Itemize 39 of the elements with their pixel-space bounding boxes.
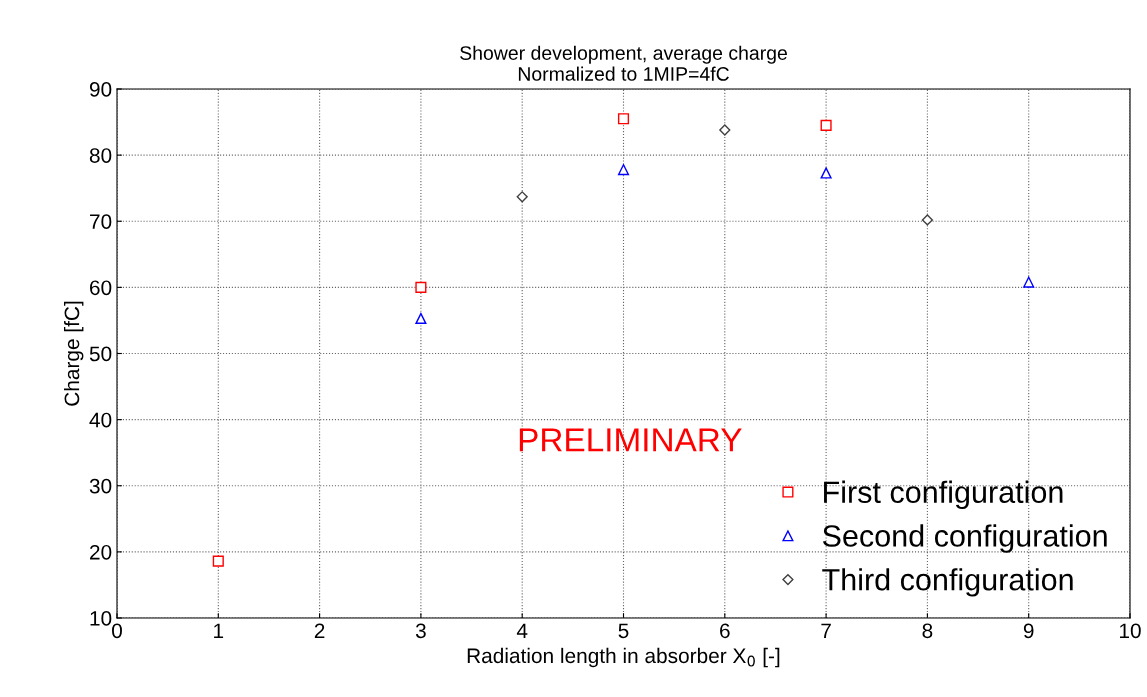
point [617,113,630,125]
point [617,164,630,176]
point [1023,276,1035,288]
y-tick-label: 10 [90,611,112,626]
point [415,312,427,325]
annotation: PRELIMINARY [519,428,742,452]
x-axis-title: Radiation length in absorber X$_{0}$ [-] [467,647,780,668]
x-tick-label: 4 [516,623,528,638]
y-tick-label: 90 [89,82,112,97]
legend-label: Second configuration [822,524,1107,553]
point [415,281,427,293]
x-tick-label: 1 [214,623,224,638]
point [921,214,934,226]
y-tick-label: 20 [90,544,112,560]
y-axis-title: Charge [fC] [63,301,84,406]
x-tick-label: 0 [112,623,122,639]
y-tick-label: 60 [90,280,112,296]
x-tick-label: 9 [1023,623,1034,639]
x-tick-label: 7 [821,623,831,638]
x-tick-label: 6 [720,623,730,639]
y-tick-label: 50 [89,346,112,362]
x-tick-label: 2 [314,623,325,638]
x-tick-label: 8 [922,623,933,639]
point [516,191,528,203]
x-tick-label: 5 [618,623,629,639]
y-tick-label: 80 [89,148,112,163]
chart-title: Shower development, average charge [460,45,787,64]
y-tick-label: 40 [89,412,112,428]
y-tick-label: 70 [90,214,112,229]
point [820,119,832,131]
x-tick-label: 10 [1120,623,1141,639]
point [820,167,832,179]
point [212,555,224,567]
x-tick-label: 3 [415,623,426,639]
legend-label: Third configuration [822,568,1073,597]
point [719,124,731,136]
legend-label: First configuration [824,480,1063,510]
chart-subtitle: Normalized to 1MIP=4fC [518,66,729,81]
y-tick-label: 30 [89,478,112,494]
